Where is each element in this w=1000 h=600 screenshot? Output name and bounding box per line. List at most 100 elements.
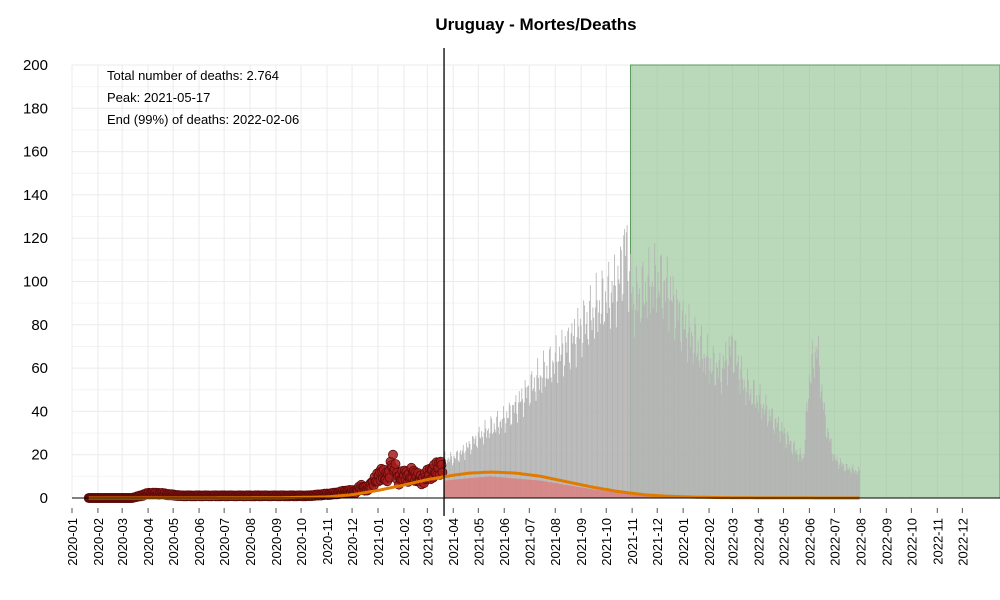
daily-bar xyxy=(735,341,737,498)
daily-bar xyxy=(503,417,505,498)
daily-bar xyxy=(682,300,684,498)
x-tick-label: 2022-08 xyxy=(853,518,868,566)
daily-bar xyxy=(569,362,570,498)
daily-bar xyxy=(453,455,455,498)
daily-bar xyxy=(630,293,632,498)
y-tick-label: 60 xyxy=(31,360,48,377)
x-tick-label: 2022-12 xyxy=(955,518,970,566)
daily-bar xyxy=(787,431,789,498)
daily-bar xyxy=(841,466,843,498)
daily-bar xyxy=(774,419,776,498)
daily-bar xyxy=(839,464,840,498)
daily-bar xyxy=(854,472,855,498)
daily-bar xyxy=(653,286,655,498)
daily-bar xyxy=(535,400,537,498)
x-tick-label: 2022-04 xyxy=(751,518,766,566)
daily-bar xyxy=(623,235,625,498)
daily-bar xyxy=(727,365,729,498)
daily-bar xyxy=(490,416,492,498)
daily-bar xyxy=(582,342,584,498)
daily-bar xyxy=(627,280,629,498)
x-tick-label: 2020-04 xyxy=(141,518,156,566)
daily-bar xyxy=(657,271,659,498)
daily-bar xyxy=(502,406,504,498)
daily-bar xyxy=(599,323,601,498)
daily-bar xyxy=(585,324,587,498)
daily-bar xyxy=(522,399,524,498)
x-tick-label: 2022-02 xyxy=(702,518,717,566)
daily-bar xyxy=(694,316,696,498)
daily-bar xyxy=(692,363,694,498)
x-tick-label: 2020-12 xyxy=(345,518,360,566)
daily-bar xyxy=(842,463,844,498)
daily-bar xyxy=(527,386,529,498)
daily-bar xyxy=(528,405,530,498)
daily-bar xyxy=(825,436,827,498)
daily-bar xyxy=(641,266,643,498)
y-tick-label: 200 xyxy=(23,57,48,74)
daily-bar xyxy=(558,361,559,498)
daily-bar xyxy=(740,369,742,498)
daily-bar xyxy=(537,358,539,498)
daily-bar xyxy=(670,276,672,498)
observed-point xyxy=(388,449,398,460)
daily-bar xyxy=(645,301,647,498)
total-deaths-annotation: Total number of deaths: 2.764 xyxy=(107,68,279,83)
daily-bar xyxy=(586,312,588,498)
daily-bar xyxy=(799,447,801,498)
daily-bar xyxy=(660,255,661,498)
daily-bar xyxy=(744,387,746,498)
daily-bar xyxy=(498,434,500,498)
daily-bar xyxy=(771,408,773,498)
daily-bar xyxy=(773,433,775,498)
daily-bar xyxy=(590,320,592,498)
daily-bar xyxy=(676,299,678,498)
daily-bar xyxy=(783,434,784,498)
daily-bar xyxy=(762,403,764,498)
daily-bar xyxy=(603,324,605,498)
daily-bar xyxy=(635,265,637,498)
x-tick-label: 2021-04 xyxy=(446,518,461,566)
daily-bar xyxy=(579,338,580,498)
daily-bar xyxy=(625,256,626,498)
daily-bar xyxy=(542,377,544,498)
daily-bar xyxy=(472,437,474,498)
daily-bar xyxy=(565,342,567,498)
daily-bar xyxy=(496,416,498,498)
daily-bar xyxy=(755,407,757,498)
daily-bar xyxy=(517,422,519,498)
daily-bar xyxy=(549,346,551,498)
daily-bar xyxy=(835,460,837,498)
daily-bar xyxy=(705,374,707,498)
daily-bar xyxy=(513,412,515,498)
daily-bar xyxy=(654,242,656,498)
daily-bar xyxy=(721,394,723,498)
x-tick-label: 2021-09 xyxy=(574,518,589,566)
daily-bar xyxy=(568,327,570,498)
daily-bar xyxy=(819,397,821,498)
daily-bar xyxy=(581,357,583,498)
daily-bar xyxy=(555,335,557,498)
daily-bar xyxy=(785,447,787,498)
daily-bar xyxy=(600,313,602,498)
daily-bar xyxy=(767,426,768,498)
x-tick-label: 2022-10 xyxy=(904,518,919,566)
daily-bar xyxy=(677,320,679,498)
daily-bar xyxy=(816,359,818,498)
daily-bar xyxy=(489,433,491,498)
daily-bar xyxy=(830,438,832,498)
daily-bar xyxy=(712,345,714,498)
daily-bar xyxy=(671,302,673,498)
daily-bar xyxy=(796,449,798,498)
daily-bar xyxy=(834,454,835,498)
daily-bar xyxy=(469,443,471,498)
daily-bar xyxy=(557,382,559,498)
daily-bar xyxy=(604,291,606,498)
daily-bar xyxy=(778,416,779,498)
daily-bar xyxy=(791,451,793,498)
daily-bar xyxy=(510,425,512,498)
daily-bar xyxy=(604,321,605,498)
daily-bar xyxy=(583,300,585,498)
x-tick-label: 2020-06 xyxy=(192,518,207,566)
daily-bar xyxy=(803,458,804,498)
